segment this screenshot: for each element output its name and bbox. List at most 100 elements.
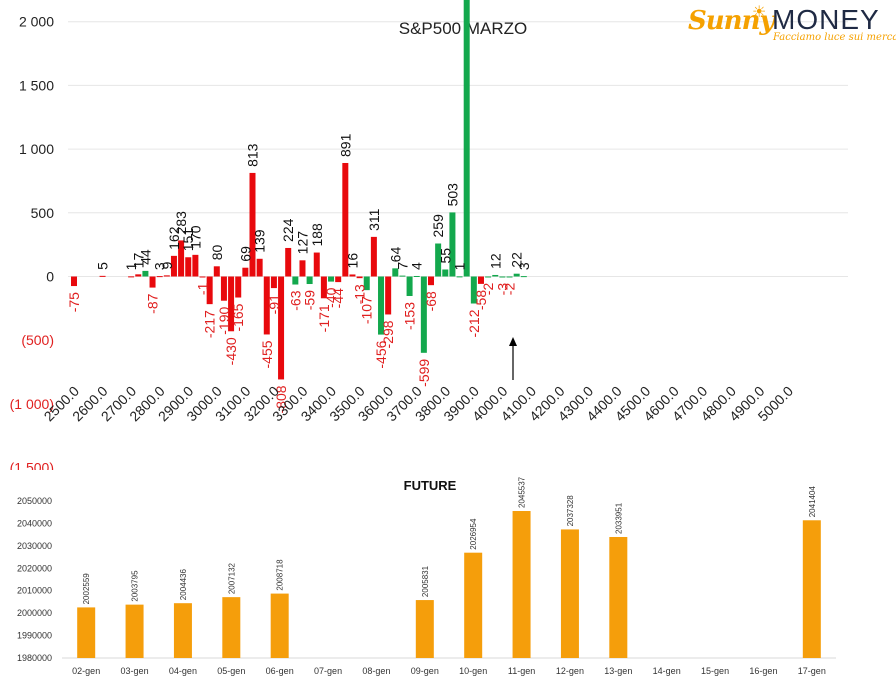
bar [263, 276, 270, 335]
bar [485, 276, 492, 278]
data-label: -13 [352, 284, 368, 304]
bar [349, 274, 356, 277]
bar [506, 276, 513, 278]
brand-name-sunny: Sunny [688, 6, 775, 36]
bar [392, 268, 399, 277]
bar [228, 276, 235, 332]
data-label: -75 [66, 292, 82, 312]
bar [363, 276, 370, 291]
data-label: 2026954 [469, 518, 478, 550]
data-label: 80 [209, 245, 225, 261]
data-label: 813 [245, 143, 261, 167]
bar [370, 236, 377, 277]
bar [199, 276, 206, 278]
data-label: -3 [494, 283, 510, 296]
bar [415, 600, 434, 658]
bar [378, 276, 385, 335]
bar [173, 603, 192, 658]
data-label: 2004436 [179, 568, 188, 600]
data-label: 139 [252, 229, 268, 253]
y-tick-label: 0 [46, 269, 54, 285]
data-label: 69 [237, 246, 253, 262]
data-label: -2 [502, 283, 518, 296]
data-label: 3 [516, 262, 532, 270]
data-label: -58 [473, 290, 489, 310]
bar [306, 276, 313, 285]
brand-name-money: MONEY [772, 4, 880, 35]
bar [278, 276, 285, 380]
y-tick-label: 1 500 [19, 77, 54, 93]
bar [320, 276, 327, 299]
bar [470, 276, 477, 304]
x-tick-label: 04-gen [169, 666, 197, 676]
bar [185, 257, 192, 277]
bar [299, 260, 306, 277]
x-tick-label: 11-gen [508, 666, 535, 676]
bar [464, 552, 483, 658]
sun-icon: ☀ [752, 4, 767, 21]
data-label: 170 [187, 225, 203, 249]
x-tick-label: 07-gen [314, 666, 342, 676]
bar [609, 536, 628, 658]
brand-tagline: Facciamo luce sui mercati [773, 32, 896, 43]
bar [220, 276, 227, 301]
bar [170, 255, 177, 277]
x-tick-label: 14-gen [653, 666, 681, 676]
y-tick-label: (500) [21, 332, 54, 348]
data-label: 2005831 [421, 565, 430, 597]
bar [149, 276, 156, 288]
data-label: -599 [416, 359, 432, 387]
bar [477, 276, 484, 284]
bar [399, 275, 406, 277]
data-label: -91 [266, 294, 282, 314]
bar [513, 273, 520, 277]
data-label: 4 [409, 262, 425, 270]
x-tick-label: 09-gen [411, 666, 439, 676]
bar [256, 258, 263, 277]
future-chart-title: FUTURE [404, 478, 457, 493]
data-label: 9 [159, 261, 175, 269]
bar [520, 276, 527, 278]
bar [270, 593, 289, 658]
bar [499, 276, 506, 278]
bar [328, 276, 335, 282]
data-label: 162 [166, 226, 182, 250]
x-tick-label: 17-gen [798, 666, 826, 676]
data-label: -808 [273, 385, 289, 413]
bar [99, 275, 106, 277]
bar [449, 212, 456, 277]
data-label: -107 [359, 296, 375, 324]
data-label: 17 [130, 253, 146, 269]
data-label: 64 [387, 247, 403, 263]
data-label: 259 [430, 214, 446, 238]
bar [442, 269, 449, 277]
data-label: 2002559 [82, 573, 91, 605]
bar [385, 276, 392, 315]
bar [206, 276, 213, 305]
bar [406, 276, 413, 296]
data-label: 55 [437, 248, 453, 264]
bar [213, 266, 220, 277]
data-label: -59 [302, 290, 318, 310]
data-label: 16 [344, 253, 360, 269]
data-label: 1 [452, 262, 468, 270]
data-label: -456 [373, 340, 389, 368]
bar [313, 252, 320, 277]
y-tick-label: 2050000 [17, 496, 52, 506]
data-label: -165 [230, 303, 246, 331]
data-label: -68 [423, 291, 439, 311]
data-label: 224 [280, 218, 296, 242]
data-label: 1 [123, 262, 139, 270]
bar [242, 267, 249, 277]
data-label: -40 [323, 287, 339, 307]
bar [802, 520, 821, 658]
x-tick-label: 05-gen [217, 666, 245, 676]
bar [163, 275, 170, 277]
bar [463, 0, 470, 277]
x-tick-label: 12-gen [556, 666, 584, 676]
bar [560, 529, 579, 658]
bar [270, 276, 277, 289]
data-label: 188 [309, 223, 325, 247]
